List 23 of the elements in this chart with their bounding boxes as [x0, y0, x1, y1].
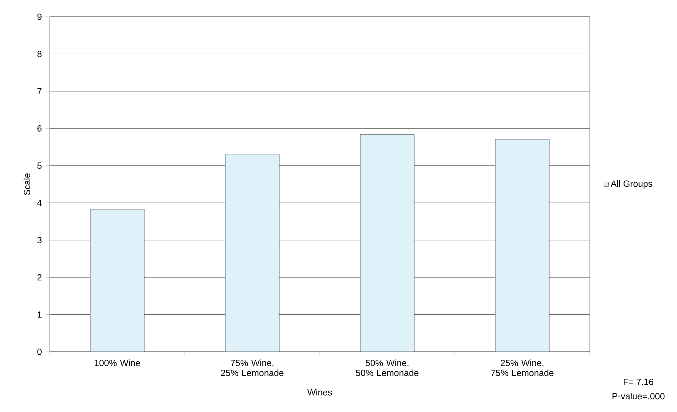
x-tick-label: 100% Wine — [95, 360, 140, 366]
y-tick-label: 1 — [38, 312, 42, 318]
legend-label: All Groups — [610, 180, 652, 189]
y-tick-label: 4 — [37, 200, 42, 206]
bar — [90, 209, 145, 352]
y-tick-label: 2 — [38, 274, 42, 281]
y-tick-label: 9 — [38, 14, 42, 20]
x-tick-label: 25% Wine, 75% Lemonade — [491, 360, 554, 376]
x-tick-label: 75% Wine, 25% Lemonade — [221, 360, 284, 376]
y-tick-label: 5 — [38, 162, 42, 170]
y-tick-label: 8 — [38, 51, 42, 58]
y-tick-label: 3 — [38, 237, 42, 244]
y-tick-label: 6 — [38, 125, 42, 132]
x-axis-title: Wines — [308, 389, 332, 396]
bar — [495, 139, 550, 352]
x-tick-label: 50% Wine, 50% Lemonade — [356, 360, 419, 376]
y-axis-title: Scale — [24, 174, 30, 196]
bar — [225, 154, 280, 352]
bar — [360, 134, 415, 352]
y-tick-label: 7 — [38, 88, 42, 95]
text: P-value=.000 — [612, 393, 665, 400]
y-tick-label: 0 — [38, 348, 42, 356]
text: F= 7.16 — [624, 378, 654, 386]
